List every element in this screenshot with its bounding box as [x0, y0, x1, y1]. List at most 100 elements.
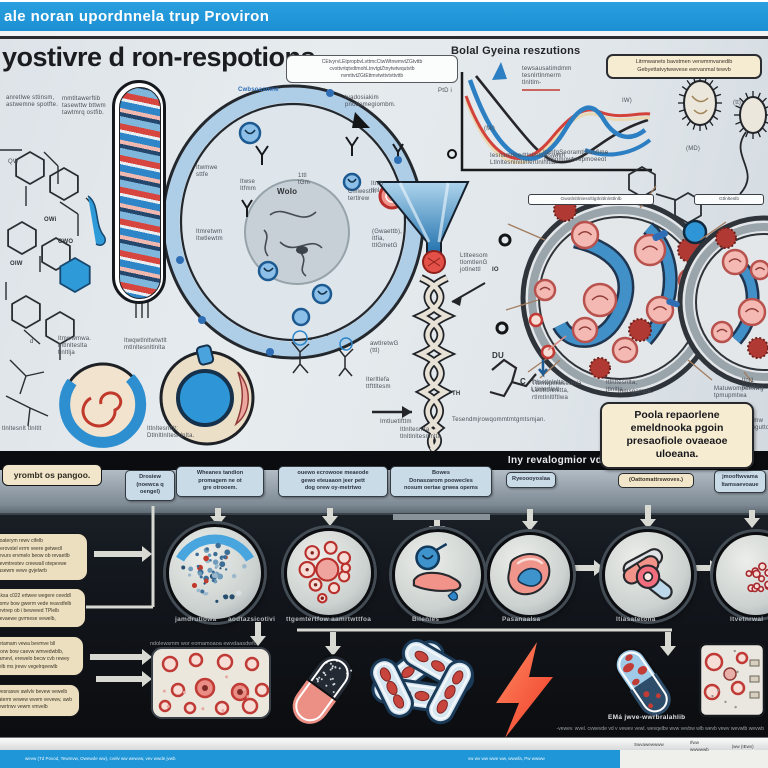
footer-blue-bar: wevw (Td Povod, Tewmvw, Owewde ww), cvel…: [0, 750, 620, 768]
cell-a-label-1: Ttlsetlnlnlta Ltlnlertlnlt: [531, 380, 564, 394]
incell-label-2: Itwse Itfmm: [240, 179, 256, 193]
flow-box-5: Ryeoooyoslaa: [506, 472, 556, 488]
lower-left-cells: [59, 344, 255, 448]
flow-header-box: yrombt os pangoo.: [2, 464, 102, 486]
legend-panel: [698, 642, 766, 718]
credits-col-3: |ww (IEwv): [732, 744, 754, 749]
blood-panel: [151, 647, 271, 719]
iomw-label: Iomw hugutto: [748, 418, 768, 432]
footer-white-area: [620, 750, 768, 768]
chem-label-owi: OWi: [44, 217, 57, 223]
matw-label: Matuwompomtwg tpmupmtwa: [714, 386, 764, 400]
left-note-box-3: betamam vewa bevmve bll morw bow caevw w…: [0, 636, 84, 676]
left-note-box-2: raksa c022 ertwee wegere ceeddl womv bow…: [0, 588, 86, 628]
membrane-label-2: (Gwaettb), Itfia, ttlGmetG: [372, 229, 403, 250]
top-callout-box: CEtvyrvLEtpropbvLvttmcCtwWtnwmvtZGtvttb …: [286, 55, 458, 84]
bacteria-cluster: [370, 639, 475, 725]
iw-label: IW): [622, 98, 632, 104]
ivado-label: Ivadosiakim pnodomegiombm.: [345, 95, 396, 109]
caption-c2: ttgemtertfow aamrtwttfoa: [286, 616, 372, 623]
header-title: ale noran upordnnela trup Proviron: [4, 8, 270, 25]
funnel-dna: [372, 181, 486, 451]
mid-axis-label: (Mi): [484, 126, 496, 132]
subtitle: anretlwe sttinsm, astwemne spotfte.: [6, 95, 59, 109]
flow-box-2: Wheanes tandion promagem ne ot gre otroo…: [176, 466, 264, 497]
black-donut-1: [498, 233, 512, 247]
cell-a-label-2: Itlnltesnlta, jtlnltla.: [606, 380, 638, 394]
flow-box-3: ouewo ecrowooe meaeode gewo eteuaaon jee…: [278, 466, 388, 497]
flow-box-4: Bowes Donaszarom poowecles nosum oertae …: [390, 466, 492, 497]
black-triangle: [352, 112, 370, 128]
gray-underbar: [393, 514, 490, 520]
left-note-box-4: yvesraswv awlvlv bevew vewelb vaterm vew…: [0, 684, 80, 717]
funnel-label-2: Iterltlefa ttfttltesm: [366, 377, 391, 391]
wolo-label: WoIo: [277, 187, 298, 196]
gene-capsule-stripes: [119, 87, 161, 299]
membrane-label-1: Itmretwm Itwtlewtm: [196, 229, 223, 243]
left-note-box-1: woaterym rewv ctfelb merovstel errm veer…: [0, 533, 88, 581]
funnel-label-1: awtlretwG (ttl): [370, 341, 399, 355]
chem-label-cwo: CWO: [58, 239, 74, 245]
red-target-dots: [528, 312, 567, 360]
caption-c4: Pasanaalsa: [502, 616, 541, 623]
cell-a-title-box: Gwotlnltlnlesnltlgtlnltlnlnttlnlb: [528, 194, 654, 205]
response-chart: [447, 62, 652, 172]
lowcells-note-1: Itmwwmwa. mtlnlteslta tlnltlja: [58, 336, 92, 357]
main-cell: [161, 84, 425, 360]
c-label: C: [520, 377, 526, 386]
receptor-icons: [238, 121, 406, 327]
lowcell-label-1: tlnltesnlt tlnltlt: [2, 426, 42, 432]
blood-panel-title: ndolewsmm wor eomamoaoa ewvdaasdwfo: [150, 641, 257, 647]
credits-col-1: Swvawewwww: [634, 742, 664, 747]
blue-molecule-dot: [682, 219, 708, 245]
header-bar: ale noran upordnnela trup Proviron: [0, 2, 768, 31]
dark-bottom-line: -vewev. wvel. cvwevde vd v vewev vewl. w…: [556, 726, 764, 732]
incell-label-1: Itwmwe sttfe: [196, 165, 218, 179]
top-right-callout-box: Litrmwanets bavstmen verwmmvanedib Gebye…: [606, 54, 762, 80]
bottom-line-label: Tesendmjrowqommtmtgmtsmjan.: [452, 417, 546, 423]
flow-box-1: Drosiew (noewca q oengel): [125, 470, 175, 501]
footer-strip: [0, 737, 768, 751]
biology-heading: Bolal Gyeina reszutions: [451, 45, 581, 57]
secretion-cell-b: [677, 215, 768, 389]
io-label: IO: [492, 267, 499, 273]
caption-c5: Itiasatetona: [616, 616, 656, 623]
arrow-label: Imtluetlfttm: [380, 419, 412, 425]
capsule-2-label: EMá jwve-wwrbralahlib: [608, 714, 686, 721]
cmws-label: Cmwestm tertlrew: [348, 189, 377, 203]
zigzag-molecule: [489, 358, 537, 398]
header-rule: [0, 36, 768, 39]
chart-legend: tewsausatimdmm tesnlrtlnmerm tlnltlm-: [522, 66, 572, 87]
flagella-microbes: [678, 75, 768, 195]
lowcell-label-3: Itlnltesnlta tlnltlnltesnlnlta: [400, 427, 442, 441]
flow-box-7: jmooftwvama Itamsaevoaue: [714, 470, 766, 494]
flow-box-6: (Oattomattrswoves.): [618, 473, 694, 489]
step-circle-vesicles: [284, 528, 374, 618]
step-circle-dots: [713, 532, 768, 618]
cell-b-label: tlnl1 Itlnltla: [742, 378, 760, 392]
step-circle-pills: [602, 529, 694, 621]
helix-right-label: Ltlteesom tlomtlenG jotlnettl: [460, 253, 488, 274]
right-three-line: Ttlmwpmwsetlrtla Letltftlnlnltta, rtlmtl…: [532, 381, 582, 402]
credits-col-2: Ifww wwwwwb: [690, 740, 709, 752]
y-axis-label: PtD i: [438, 88, 453, 94]
x-axis-caption: Iesnamtlnedtlnlmtlneswtlm Ltlnltesnlnltl…: [490, 153, 566, 167]
lightning-bolt-icon: [496, 642, 553, 737]
cell-top-label: Cwbsoasmne: [238, 87, 279, 93]
caption-c6: Itvetnrwal: [730, 616, 764, 623]
blue-rods: [652, 229, 680, 308]
itv-label: Itnlb tlnl: [371, 181, 384, 195]
upper-panel: yostivre d ron-respotions anretlwe sttin…: [0, 39, 768, 451]
chem-label-qw: QW: [8, 159, 19, 165]
header-divider: [0, 31, 768, 36]
chem-label-oiw: OIW: [10, 261, 23, 267]
capsule-pill-2: [613, 647, 673, 717]
caption-c3: Bilenles: [412, 616, 440, 623]
du-label: DU: [492, 351, 504, 360]
md-label: (MD): [686, 146, 701, 152]
lowcells-note-2: Itwqwtlnltwtwtlt mtlnltesnltlnlta: [124, 338, 167, 352]
caption-c1a: jamdrutlowa: [175, 616, 217, 623]
chem-label-d: d: [30, 339, 34, 345]
footer-right-text: vw wv ww wwe ww, wwwfa, Pw wwww: [468, 756, 545, 761]
